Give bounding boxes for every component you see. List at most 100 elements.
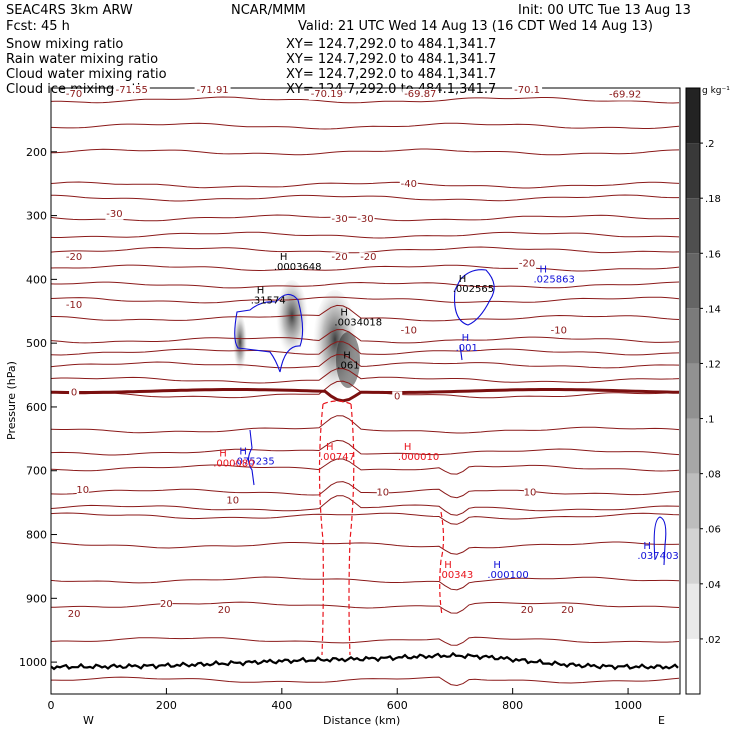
extremum-marker: H: [280, 252, 288, 263]
colorbar-segment: [686, 473, 700, 529]
contour-label-bg: [399, 178, 418, 190]
colorbar-tick-label: .08: [705, 470, 721, 481]
contour-label-bg: [76, 485, 89, 497]
east-label: E: [658, 714, 665, 727]
temperature-label: -20: [519, 259, 535, 270]
temperature-label: 20: [561, 605, 574, 616]
isotherm-line: [51, 676, 680, 687]
isotherm-line: [49, 732, 679, 740]
isotherm-line: [51, 329, 680, 344]
extremum-marker: H: [257, 286, 265, 297]
y-tick-label: 300: [26, 210, 47, 223]
colorbar-tick-label: .02: [705, 635, 721, 646]
contour-label-bg: [561, 604, 574, 616]
colorbar-segment: [686, 308, 700, 364]
extremum-marker: H: [643, 541, 651, 552]
cloud-water-contour: [234, 293, 304, 373]
plot-area: [49, 96, 680, 740]
temperature-label: 10: [376, 488, 389, 499]
colorbar-segment: [686, 253, 700, 309]
extremum-value: .061: [337, 361, 359, 372]
y-tick-label: 600: [26, 401, 47, 414]
field-xy-rain: XY= 124.7,292.0 to 484.1,341.7: [286, 52, 496, 67]
freezing-level-line: [51, 388, 680, 403]
colorbar-tick-label: .2: [705, 139, 715, 150]
colorbar-tick-label: .14: [705, 304, 721, 315]
contour-label-bg: [69, 387, 80, 399]
colorbar-segment: [686, 88, 700, 144]
temperature-label: -20: [66, 252, 82, 263]
isotherm-line: [51, 439, 680, 456]
colorbar-tick-label: .18: [705, 194, 721, 205]
isotherm-line: [51, 194, 679, 202]
y-tick-label: 900: [26, 592, 47, 605]
cloud-water-contour: [247, 429, 255, 486]
isotherm-line: [51, 341, 680, 356]
extremum-value: .00343: [438, 570, 473, 581]
colorbar-frame: [685, 87, 701, 695]
temperature-label: -71.55: [116, 85, 148, 96]
isotherm-line: [51, 296, 680, 304]
extremum-marker: H: [219, 448, 227, 459]
terrain-line: [51, 651, 679, 671]
field-xy-snow: XY= 124.7,292.0 to 484.1,341.7: [286, 37, 496, 52]
terrain-surface: [51, 651, 679, 671]
isotherm-line: [51, 415, 680, 434]
init-time: Init: 00 UTC Tue 13 Aug 13: [518, 3, 691, 18]
valid-time: Valid: 21 UTC Wed 14 Aug 13 (16 CDT Wed …: [298, 19, 653, 34]
isotherm-line: [51, 122, 680, 130]
temperature-label: -10: [401, 326, 417, 337]
west-label: W: [83, 714, 94, 727]
contour-label-bg: [356, 213, 375, 225]
extremum-value: .000100: [487, 570, 528, 581]
y-axis-label: Pressure (hPa): [5, 361, 18, 440]
extremum-marker: H: [340, 307, 348, 318]
model-title: SEAC4RS 3km ARW: [6, 3, 133, 18]
extremum-value: .000010: [398, 452, 439, 463]
colorbar-segment: [686, 528, 700, 584]
field-name-rain: Rain water mixing ratio: [6, 52, 158, 67]
contour-label-bg: [65, 88, 84, 100]
y-tick-label: 700: [26, 465, 47, 478]
extremum-marker: H: [239, 446, 247, 457]
x-tick-label: 400: [271, 699, 292, 712]
contour-label-bg: [359, 252, 378, 264]
temperature-label: -69.87: [404, 89, 436, 100]
extremum-marker: H: [540, 265, 548, 276]
contour-label-bg: [68, 608, 81, 620]
contour-label-bg: [512, 85, 543, 97]
temperature-label: -40: [401, 179, 417, 190]
rain-contour: [439, 511, 445, 616]
extremum-value: .0003648: [274, 262, 322, 273]
isotherm-line: [51, 281, 680, 289]
y-tick-label: 500: [26, 337, 47, 350]
extremum-value: .001: [456, 343, 478, 354]
isotherm-line: [51, 367, 680, 384]
colorbar: .02 .04 .06 .08 .1 .12 .14 .16 .18 .2: [685, 87, 721, 695]
contour-label-bg: [392, 391, 403, 403]
colorbar-segment: [686, 363, 700, 419]
y-tick-label: 1000: [19, 656, 47, 669]
isotherm-line: [49, 697, 679, 709]
colorbar-tick-label: .04: [705, 580, 721, 591]
x-tick-label: 200: [156, 699, 177, 712]
contour-label-bg: [160, 599, 173, 611]
contour-labels: -70 -71.55 -71.91 -70.19 -69.87 -70.1 -69.92 -4…: [65, 85, 644, 620]
contour-label-bg: [65, 300, 84, 312]
temperature-label: -20: [360, 252, 376, 263]
cloud-water-contour: [453, 269, 495, 361]
extremum-value: .025863: [534, 275, 575, 286]
temperature-label: -30: [331, 214, 347, 225]
temperature-label: 10: [76, 485, 89, 496]
extremum-value: .31574: [251, 296, 286, 307]
colorbar-segment: [686, 583, 700, 639]
temperature-label: -20: [331, 252, 347, 263]
extrema-labels: H.0003648H.0034018H.002565H.31574H.061H.…: [213, 252, 679, 581]
colorbar-segment: [686, 418, 700, 474]
contour-label-bg: [226, 495, 239, 507]
isotherm-line: [51, 601, 680, 614]
x-axis: 0 200 400 600 800 1000: [48, 688, 642, 712]
contour-label-bg: [65, 252, 84, 264]
isotherm-line: [51, 636, 680, 646]
